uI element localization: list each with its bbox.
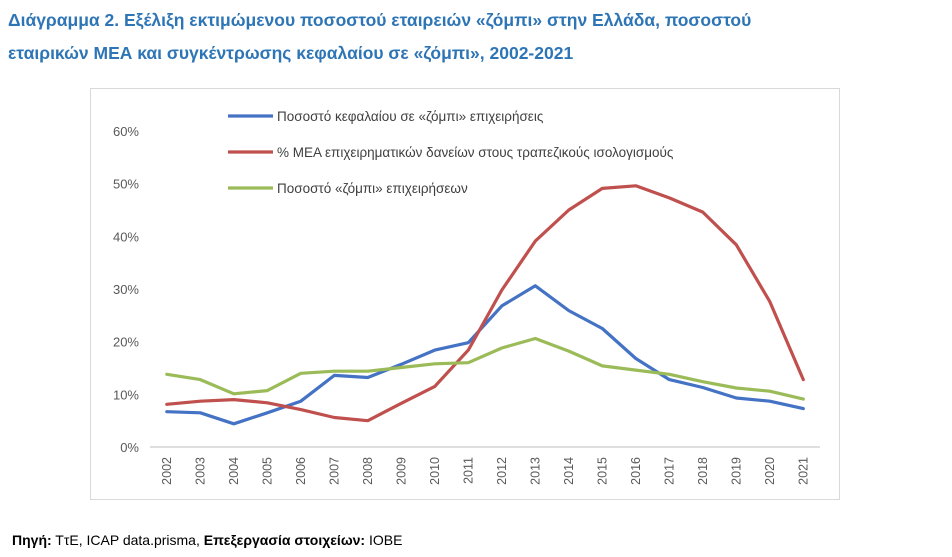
x-tick-label: 2019 (729, 457, 743, 485)
x-tick-label: 2008 (361, 457, 375, 485)
x-tick-label: 2016 (629, 457, 643, 485)
y-tick-label: 60% (113, 124, 139, 139)
legend-label-3: Ποσοστό «ζόμπι» επιχειρήσεων (277, 181, 468, 196)
x-tick-label: 2003 (193, 457, 207, 485)
chart-title: Διάγραμμα 2. Εξέλιξη εκτιμώμενου ποσοστο… (8, 4, 948, 70)
y-tick-label: 10% (113, 387, 139, 402)
x-axis-ticks: 2002 2003 2004 2005 2006 2007 2008 2009 2010 2011… (160, 457, 811, 485)
y-tick-label: 30% (113, 282, 139, 297)
x-tick-label: 2015 (595, 457, 609, 485)
x-tick-label: 2014 (562, 457, 576, 485)
x-tick-label: 2005 (260, 457, 274, 485)
source-note: Πηγή: ΤτΕ, ICAP data.prisma, Επεξεργασία… (12, 532, 402, 548)
y-tick-label: 50% (113, 177, 139, 192)
x-tick-label: 2013 (528, 457, 542, 485)
legend-label-2: % ΜΕΑ επιχειρηματικών δανείων στους τραπ… (277, 145, 674, 160)
x-tick-label: 2012 (495, 457, 509, 485)
chart-border (90, 88, 840, 500)
chart-area: 0% 10% 20% 30% 40% 50% 60% 2002 2003 2004 2005 200… (90, 88, 840, 500)
x-tick-label: 2010 (428, 457, 442, 485)
y-tick-label: 40% (113, 229, 139, 244)
series-line-2 (165, 184, 805, 423)
legend-label-1: Ποσοστό κεφαλαίου σε «ζόμπι» επιχειρήσει… (277, 109, 544, 124)
line-chart: 0%10%20%30%40%50%60% 2002 2003 2004 2005 200… (90, 88, 840, 500)
series-line-1 (165, 284, 805, 426)
x-tick-label: 2007 (327, 457, 341, 485)
x-tick-label: 2006 (294, 457, 308, 485)
x-tick-label: 2017 (662, 457, 676, 485)
series-lines (165, 184, 805, 426)
y-axis-ticks: 0% 10% 20% 30% 40% 50% 60% (113, 124, 139, 455)
y-tick-label: 0% (120, 440, 139, 455)
legend: Ποσοστό κεφαλαίου σε «ζόμπι» επιχειρήσει… (228, 109, 674, 196)
chart-title-line-1: Διάγραμμα 2. Εξέλιξη εκτιμώμενου ποσοστο… (8, 10, 752, 30)
x-tick-label: 2004 (227, 457, 241, 485)
x-tick-label: 2018 (696, 457, 710, 485)
processing-text: ΙΟΒΕ (365, 532, 403, 548)
x-tick-label: 2021 (796, 457, 810, 485)
x-tick-label: 2009 (394, 457, 408, 485)
x-tick-label: 2020 (763, 457, 777, 485)
x-tick-label: 2002 (160, 457, 174, 485)
chart-title-line-2: εταιρικών ΜΕΑ και συγκέντρωσης κεφαλαίου… (8, 43, 574, 63)
source-text: ΤτΕ, ICAP data.prisma, (51, 532, 204, 548)
processing-label: Επεξεργασία στοιχείων: (203, 532, 366, 548)
y-tick-label: 20% (113, 335, 139, 350)
series-line-3 (165, 336, 805, 401)
source-label: Πηγή: (12, 532, 52, 548)
x-tick-label: 2011 (461, 457, 475, 484)
